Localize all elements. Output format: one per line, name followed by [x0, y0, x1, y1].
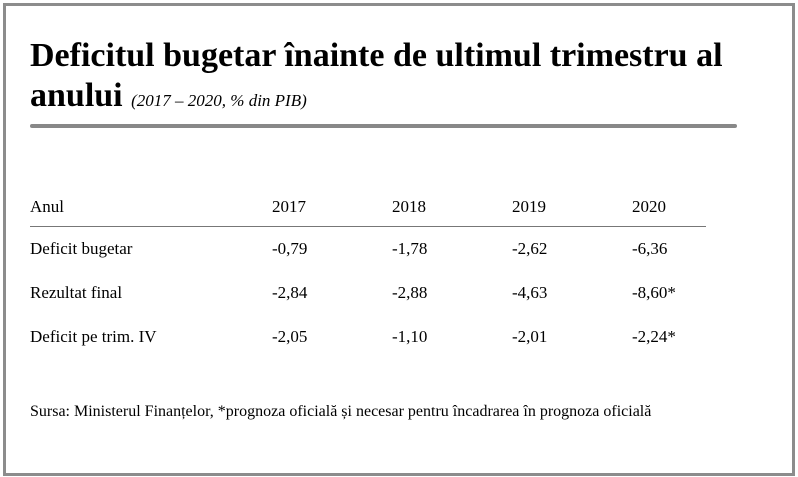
header-cell-year-label: Anul: [30, 188, 272, 227]
table-row: Deficit pe trim. IV -2,05 -1,10 -2,01 -2…: [30, 315, 706, 359]
table-header-row: Anul 2017 2018 2019 2020: [30, 188, 706, 227]
table-cell: -2,01: [512, 327, 548, 346]
table-cell: -2,05: [272, 327, 308, 346]
header-cell-2020: 2020: [632, 188, 706, 227]
table-cell: -0,79: [272, 239, 308, 258]
table-cell: -8,60*: [632, 283, 676, 302]
table-cell: -4,63: [512, 283, 548, 302]
source-note: Sursa: Ministerul Finanțelor, *prognoza …: [30, 403, 652, 420]
deficit-table: Anul 2017 2018 2019 2020 Deficit bugetar…: [30, 188, 706, 359]
row-label: Deficit pe trim. IV: [30, 327, 157, 346]
table-row: Deficit bugetar -0,79 -1,78 -2,62 -6,36: [30, 227, 706, 272]
title-text: Deficitul bugetar înainte de ultimul tri…: [30, 37, 723, 114]
table-cell: -2,24*: [632, 327, 676, 346]
table-cell: -2,84: [272, 283, 308, 302]
row-label: Rezultat final: [30, 283, 123, 302]
table-cell: -1,10: [392, 327, 428, 346]
title-divider: [30, 124, 737, 128]
header-cell-2017: 2017: [272, 188, 392, 227]
document-frame: [3, 3, 795, 476]
table-cell: -2,62: [512, 239, 548, 258]
subtitle: (2017 – 2020, % din PIB): [131, 91, 307, 110]
table-cell: -1,78: [392, 239, 428, 258]
table-row: Rezultat final -2,84 -2,88 -4,63 -8,60*: [30, 271, 706, 315]
table-cell: -6,36: [632, 239, 668, 258]
header-cell-2018: 2018: [392, 188, 512, 227]
row-label: Deficit bugetar: [30, 239, 133, 258]
page-title: Deficitul bugetar înainte de ultimul tri…: [30, 36, 770, 121]
table-cell: -2,88: [392, 283, 428, 302]
header-cell-2019: 2019: [512, 188, 632, 227]
